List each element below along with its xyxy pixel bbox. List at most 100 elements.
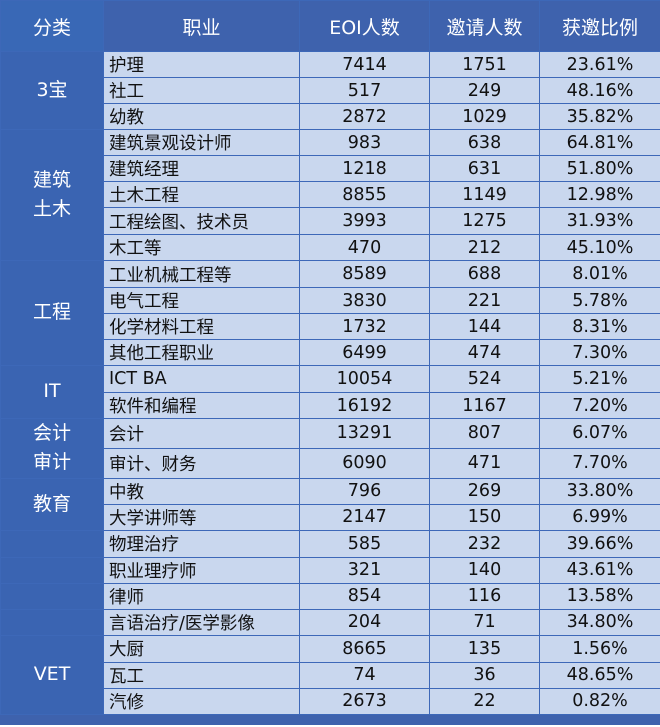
category-cell <box>0 608 104 636</box>
table-row: 幼教 2872 1029 35.82% <box>1 103 660 130</box>
table-row: 软件和编程 16192 1167 7.20% <box>1 392 660 419</box>
invite-ratio-cell: 64.81% <box>539 129 660 156</box>
category-cell: IT <box>0 365 104 419</box>
invite-count-cell: 221 <box>429 287 540 314</box>
eoi-count-cell: 8589 <box>299 260 430 288</box>
occupation-cell: 社工 <box>103 77 300 104</box>
eoi-count-cell: 10054 <box>299 365 430 393</box>
category-label: 工程 <box>32 301 71 324</box>
occupation-cell: 汽修 <box>103 687 300 715</box>
eoi-count-cell: 3830 <box>299 287 430 314</box>
category-cell: VET <box>0 634 104 715</box>
invite-ratio-cell: 51.80% <box>539 155 660 182</box>
eoi-count-cell: 796 <box>299 477 430 505</box>
table-row: 大学讲师等 2147 150 6.99% <box>1 503 660 531</box>
category-cell: 工程 <box>0 260 104 366</box>
occupation-cell: 中教 <box>103 477 300 505</box>
invite-count-cell: 22 <box>429 687 540 715</box>
table-row: 其他工程职业 6499 474 7.30% <box>1 339 660 366</box>
category-cell <box>0 582 104 610</box>
eoi-count-cell: 517 <box>299 77 430 104</box>
category-cell <box>0 556 104 584</box>
invite-count-cell: 232 <box>429 529 540 558</box>
eoi-count-cell: 1732 <box>299 313 430 340</box>
header-eoi-count: EOI人数 <box>299 0 430 52</box>
eoi-count-cell: 2147 <box>299 503 430 531</box>
category-label: IT <box>43 380 61 403</box>
eoi-count-cell: 8855 <box>299 181 430 208</box>
invite-ratio-cell: 39.66% <box>539 529 660 558</box>
invite-ratio-cell: 8.31% <box>539 313 660 340</box>
eoi-count-cell: 16192 <box>299 392 430 419</box>
occupation-cell: 大学讲师等 <box>103 503 300 531</box>
invite-ratio-cell: 23.61% <box>539 51 660 78</box>
table-row: 化学材料工程 1732 144 8.31% <box>1 313 660 340</box>
invite-count-cell: 1167 <box>429 392 540 419</box>
occupation-cell: 言语治疗/医学影像 <box>103 608 300 636</box>
table-row: 职业理疗师 321 140 43.61% <box>0 556 660 584</box>
category-label: 会计 <box>32 422 71 444</box>
occupation-cell: 建筑经理 <box>103 155 300 182</box>
table-row: 瓦工 74 36 48.65% <box>1 661 660 689</box>
invite-ratio-cell: 45.10% <box>539 234 660 261</box>
invite-ratio-cell: 7.30% <box>539 339 660 366</box>
category-cell: 教育 <box>0 477 104 531</box>
occupation-cell: 物理治疗 <box>103 529 300 558</box>
table-row: 教育 中教 796 269 33.80% <box>0 477 660 531</box>
invite-count-cell: 1149 <box>429 181 540 208</box>
invite-count-cell: 807 <box>429 418 540 449</box>
occupation-cell: 建筑景观设计师 <box>103 129 300 156</box>
category-label: 建筑 <box>32 168 71 191</box>
eoi-count-cell: 6090 <box>299 447 430 479</box>
invite-count-cell: 212 <box>429 234 540 261</box>
table-row: 电气工程 3830 221 5.78% <box>1 287 660 314</box>
invite-count-cell: 524 <box>429 365 540 393</box>
invite-ratio-cell: 33.80% <box>539 477 660 505</box>
invite-ratio-cell: 0.82% <box>539 687 660 715</box>
eoi-count-cell: 983 <box>299 129 430 156</box>
occupation-cell: 会计 <box>103 418 300 449</box>
invite-ratio-cell: 13.58% <box>539 582 660 610</box>
occupation-cell: 木工等 <box>103 234 300 261</box>
table-row: IT ICT BA 10054 524 5.21% <box>0 365 660 419</box>
eoi-count-cell: 6499 <box>299 339 430 366</box>
category-cell <box>0 529 104 558</box>
invite-count-cell: 688 <box>429 260 540 288</box>
invite-count-cell: 1751 <box>429 51 540 78</box>
eoi-count-cell: 2872 <box>299 103 430 130</box>
eoi-count-cell: 13291 <box>299 418 430 449</box>
invite-ratio-cell: 5.21% <box>539 365 660 393</box>
invite-ratio-cell: 5.78% <box>539 287 660 314</box>
invite-count-cell: 269 <box>429 477 540 505</box>
eoi-count-cell: 3993 <box>299 207 430 235</box>
occupation-cell: 职业理疗师 <box>103 556 300 584</box>
table-row: 工程 工业机械工程等 8589 688 8.01% <box>0 260 660 366</box>
eoi-count-cell: 8665 <box>299 634 430 663</box>
category-cell: 建筑 土木 <box>0 129 104 261</box>
invite-count-cell: 474 <box>429 339 540 366</box>
invite-count-cell: 1275 <box>429 207 540 235</box>
invite-ratio-cell: 31.93% <box>539 207 660 235</box>
occupation-cell: 工业机械工程等 <box>103 260 300 288</box>
invite-count-cell: 150 <box>429 503 540 531</box>
bottom-divider <box>0 725 660 727</box>
table-row: 3宝 护理 7414 1751 23.61% <box>0 51 660 130</box>
occupation-cell: 瓦工 <box>103 661 300 689</box>
occupation-cell: 律师 <box>103 582 300 610</box>
table-row: 木工等 470 212 45.10% <box>1 234 660 261</box>
invite-count-cell: 71 <box>429 608 540 636</box>
header-category: 分类 <box>0 0 104 52</box>
invite-ratio-cell: 7.20% <box>539 392 660 419</box>
table-row: 物理治疗 585 232 39.66% <box>0 529 660 558</box>
header-invite-ratio: 获邀比例 <box>539 0 660 52</box>
invite-ratio-cell: 7.70% <box>539 447 660 479</box>
table-row: 言语治疗/医学影像 204 71 34.80% <box>0 608 660 636</box>
eoi-count-cell: 585 <box>299 529 430 558</box>
table-row: 建筑 土木 建筑景观设计师 983 638 64.81% <box>0 129 660 261</box>
category-cell: 3宝 <box>0 51 104 130</box>
eoi-count-cell: 7414 <box>299 51 430 78</box>
invite-count-cell: 249 <box>429 77 540 104</box>
occupation-cell: 电气工程 <box>103 287 300 314</box>
